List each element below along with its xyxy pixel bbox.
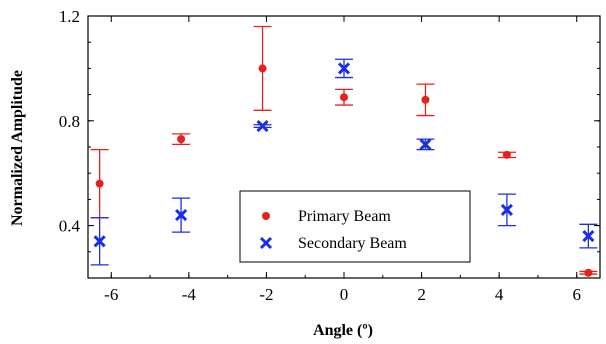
y-tick-label: 0.8 — [59, 112, 80, 131]
data-point — [340, 93, 348, 102]
data-point — [258, 64, 267, 73]
legend: Primary Beam Secondary Beam — [239, 190, 471, 263]
x-tick-label: 6 — [572, 285, 581, 304]
data-point — [500, 203, 513, 216]
x-tick-label: -2 — [259, 285, 273, 304]
data-point — [337, 62, 351, 75]
x-tick-label: 4 — [495, 285, 504, 304]
x-tick-label: 2 — [417, 285, 426, 304]
data-point — [256, 119, 269, 133]
data-point — [502, 150, 511, 159]
data-marks — [90, 25, 598, 277]
data-point — [93, 235, 106, 248]
y-tick-label: 1.2 — [59, 7, 80, 26]
legend-marker-primary — [262, 212, 270, 220]
data-point — [177, 135, 186, 144]
x-tick-label: -6 — [104, 285, 118, 304]
y-axis-title: Normalized Amplitude — [9, 70, 26, 226]
data-point — [419, 138, 432, 151]
data-point — [421, 95, 430, 104]
legend-label-primary: Primary Beam — [298, 208, 391, 225]
data-point — [582, 230, 595, 243]
axis-ticks: -6 -4 -2 0 2 4 6 0.4 0.8 1.2 — [59, 7, 600, 304]
series-primary — [90, 25, 598, 277]
series-secondary — [90, 58, 598, 266]
legend-label-secondary: Secondary Beam — [298, 235, 407, 252]
x-tick-label: 0 — [340, 285, 349, 304]
legend-box — [239, 190, 471, 263]
data-point — [175, 209, 188, 222]
x-axis-title: Angle (º) — [313, 322, 373, 339]
y-tick-label: 0.4 — [59, 217, 81, 236]
x-tick-label: -4 — [182, 285, 197, 304]
data-point — [95, 179, 104, 188]
legend-marker-secondary — [259, 236, 273, 250]
data-point — [584, 268, 593, 277]
